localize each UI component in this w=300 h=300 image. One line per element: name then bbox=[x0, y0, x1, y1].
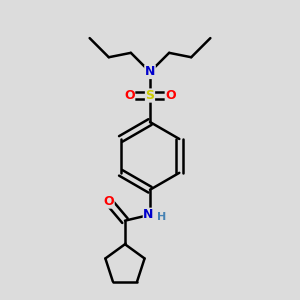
Text: H: H bbox=[157, 212, 166, 222]
Text: O: O bbox=[103, 195, 114, 208]
Text: S: S bbox=[146, 89, 154, 102]
Text: O: O bbox=[124, 89, 135, 102]
Text: N: N bbox=[143, 208, 154, 221]
Text: O: O bbox=[165, 89, 176, 102]
Text: N: N bbox=[145, 65, 155, 79]
